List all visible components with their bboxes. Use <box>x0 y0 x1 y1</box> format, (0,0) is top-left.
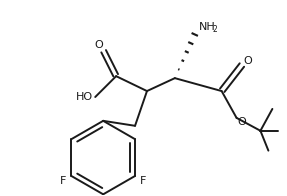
Text: 2: 2 <box>213 25 218 34</box>
Text: F: F <box>140 176 146 186</box>
Text: F: F <box>60 176 67 186</box>
Text: O: O <box>95 40 104 50</box>
Text: NH: NH <box>199 22 216 32</box>
Text: O: O <box>237 117 246 127</box>
Text: O: O <box>243 56 252 66</box>
Text: HO: HO <box>76 92 93 102</box>
